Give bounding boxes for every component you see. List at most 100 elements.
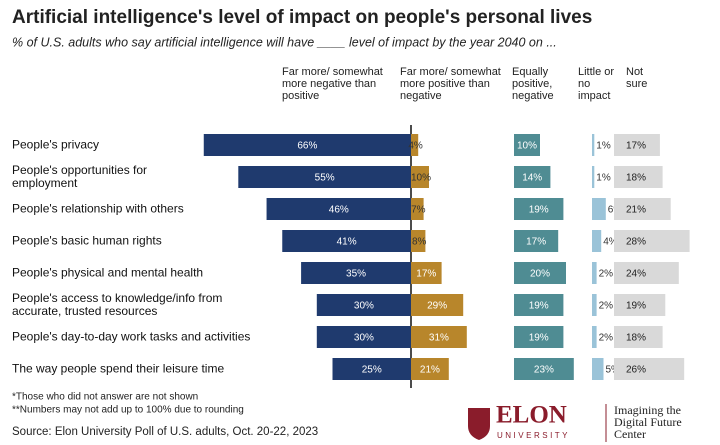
value-label: 21%	[626, 205, 646, 216]
value-label: 26%	[626, 365, 646, 376]
bar	[411, 230, 426, 252]
value-label: 4%	[603, 237, 618, 248]
bar	[614, 326, 663, 348]
source: Source: Elon University Poll of U.S. adu…	[12, 426, 318, 438]
value-label: 10%	[411, 173, 431, 184]
value-label: 18%	[626, 173, 646, 184]
bar	[316, 326, 411, 348]
bar	[514, 294, 564, 316]
bar	[301, 262, 411, 284]
bar	[592, 166, 595, 188]
value-label: 18%	[626, 333, 646, 344]
value-label: 19%	[626, 301, 646, 312]
category-label: People's privacy	[12, 137, 99, 152]
bar	[514, 262, 566, 284]
logo-shield	[468, 408, 490, 440]
value-label: 8%	[412, 237, 427, 248]
category-label: People's relationship with others	[12, 201, 184, 216]
value-label: 14%	[522, 173, 542, 184]
category-label: People's physical and mental health	[12, 265, 204, 280]
legend-label: Far more/ somewhat more positive than ne…	[400, 66, 501, 102]
value-label: 19%	[529, 205, 549, 216]
bar	[514, 166, 551, 188]
bar	[592, 326, 597, 348]
value-label: 55%	[315, 173, 335, 184]
bar	[411, 294, 464, 316]
category-label: People's access to knowledge/info from a…	[12, 291, 223, 318]
value-label: 19%	[529, 333, 549, 344]
value-label: 21%	[420, 365, 440, 376]
logo-name: ELON	[496, 402, 567, 429]
category-label: People's basic human rights	[12, 233, 162, 248]
value-label: 17%	[526, 237, 546, 248]
value-label: 23%	[534, 365, 554, 376]
value-label: 25%	[362, 365, 382, 376]
bar	[614, 262, 679, 284]
value-label: 1%	[596, 141, 611, 152]
value-label: 24%	[626, 269, 646, 280]
value-label: 20%	[530, 269, 550, 280]
bar	[592, 294, 597, 316]
value-label: 7%	[411, 205, 426, 216]
bar	[614, 166, 663, 188]
note: *Those who did not answer are not shown	[12, 392, 198, 403]
logo-center: Imagining the Digital Future Center	[614, 403, 682, 441]
bar	[614, 230, 690, 252]
value-label: 4%	[408, 141, 423, 152]
value-label: 41%	[337, 237, 357, 248]
bar	[282, 230, 411, 252]
value-label: 35%	[346, 269, 366, 280]
value-label: 2%	[599, 269, 614, 280]
bar	[411, 166, 429, 188]
value-label: 46%	[329, 205, 349, 216]
bar	[614, 294, 666, 316]
bar	[411, 262, 442, 284]
bar	[514, 326, 564, 348]
bar	[592, 262, 597, 284]
category-label: The way people spend their leisure time	[12, 361, 225, 376]
value-label: 1%	[596, 173, 611, 184]
value-label: 30%	[354, 301, 374, 312]
bar	[614, 134, 660, 156]
value-label: 5%	[606, 365, 621, 376]
bar	[411, 134, 419, 156]
bar	[411, 326, 467, 348]
value-label: 2%	[599, 333, 614, 344]
value-label: 10%	[517, 141, 537, 152]
value-label: 2%	[599, 301, 614, 312]
legend-label: Little or no impact	[578, 66, 615, 102]
bar	[592, 198, 606, 220]
note: **Numbers may not add up to 100% due to …	[12, 405, 244, 416]
legend-label: Not sure	[626, 66, 648, 90]
value-label: 29%	[427, 301, 447, 312]
bar	[203, 134, 411, 156]
logo-sub: UNIVERSITY	[497, 431, 570, 440]
bar	[411, 198, 424, 220]
category-label: People's day-to-day work tasks and activ…	[12, 329, 251, 344]
chart-subtitle: % of U.S. adults who say artificial inte…	[12, 35, 557, 49]
bar	[332, 358, 411, 380]
bar	[514, 134, 540, 156]
bar	[592, 358, 604, 380]
bar	[266, 198, 411, 220]
bar	[514, 198, 564, 220]
value-label: 17%	[416, 269, 436, 280]
bar	[592, 230, 602, 252]
value-label: 31%	[429, 333, 449, 344]
bar	[614, 358, 685, 380]
bar	[238, 166, 411, 188]
legend-label: Far more/ somewhat more negative than po…	[282, 66, 383, 102]
value-label: 30%	[354, 333, 374, 344]
bar	[592, 134, 595, 156]
value-label: 66%	[297, 141, 317, 152]
value-label: 19%	[529, 301, 549, 312]
bar	[614, 198, 671, 220]
legend-label: Equally positive, negative	[512, 66, 554, 102]
chart-title: Artificial intelligence's level of impac…	[12, 7, 592, 28]
value-label: 28%	[626, 237, 646, 248]
bar	[514, 230, 559, 252]
bar	[514, 358, 574, 380]
value-label: 17%	[626, 141, 646, 152]
bar	[316, 294, 411, 316]
